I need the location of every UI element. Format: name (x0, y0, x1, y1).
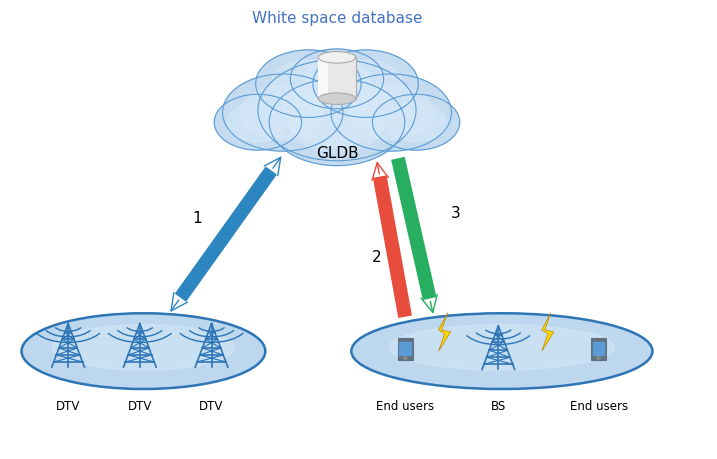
Text: 3: 3 (450, 206, 460, 221)
Circle shape (256, 50, 361, 118)
Text: End users: End users (376, 400, 435, 413)
Polygon shape (439, 313, 450, 351)
Bar (593, 341, 604, 355)
Text: DTV: DTV (128, 400, 152, 413)
Circle shape (227, 103, 288, 142)
Ellipse shape (351, 313, 652, 389)
Text: White space database: White space database (252, 11, 422, 27)
Circle shape (290, 92, 384, 152)
Circle shape (313, 50, 418, 118)
Polygon shape (542, 313, 554, 351)
Bar (592, 338, 606, 360)
Circle shape (290, 49, 384, 109)
Bar (399, 341, 411, 355)
Circle shape (328, 60, 402, 107)
Text: BS: BS (490, 400, 506, 413)
Text: End users: End users (569, 400, 628, 413)
Circle shape (270, 79, 404, 166)
Circle shape (304, 58, 370, 100)
Text: DTV: DTV (199, 400, 224, 413)
Circle shape (258, 60, 416, 161)
Circle shape (272, 60, 346, 107)
Ellipse shape (318, 51, 356, 63)
Circle shape (403, 357, 407, 359)
Circle shape (349, 85, 433, 140)
Ellipse shape (52, 325, 234, 370)
Circle shape (597, 357, 601, 359)
Ellipse shape (22, 313, 265, 389)
Circle shape (241, 85, 325, 140)
Bar (318, 57, 356, 99)
Circle shape (331, 74, 452, 151)
Text: 1: 1 (192, 211, 202, 225)
Bar (398, 338, 412, 360)
Ellipse shape (318, 93, 356, 105)
Circle shape (386, 103, 447, 142)
Text: DTV: DTV (56, 400, 80, 413)
Circle shape (282, 75, 392, 146)
Circle shape (214, 94, 302, 150)
Bar (318, 57, 328, 99)
Circle shape (372, 94, 460, 150)
Ellipse shape (389, 325, 614, 370)
Text: 2: 2 (371, 250, 381, 264)
Circle shape (222, 74, 343, 151)
Text: GLDB: GLDB (315, 146, 358, 161)
